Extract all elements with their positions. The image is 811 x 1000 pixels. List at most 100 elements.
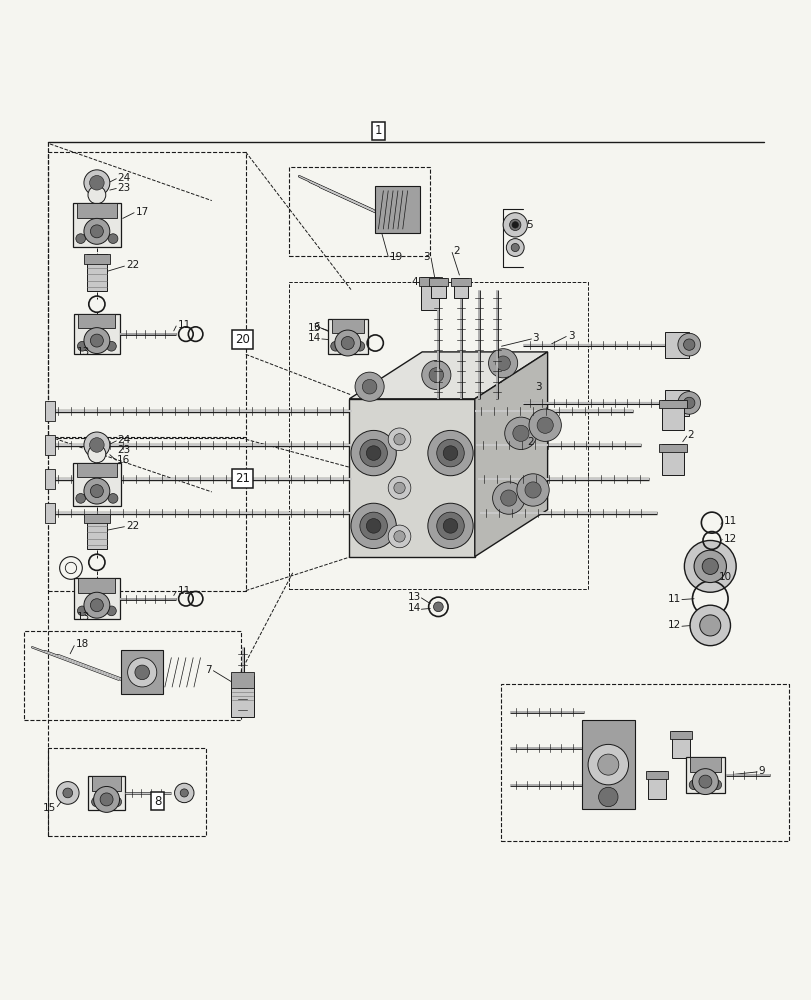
Circle shape <box>421 360 450 390</box>
Circle shape <box>528 409 560 441</box>
Text: 14: 14 <box>407 603 420 613</box>
Circle shape <box>427 430 473 476</box>
Bar <box>49 152 246 437</box>
Bar <box>689 757 720 772</box>
Bar <box>45 401 54 421</box>
Bar <box>428 278 448 286</box>
Circle shape <box>699 615 720 636</box>
Circle shape <box>108 234 118 243</box>
Bar <box>421 277 439 310</box>
Circle shape <box>359 439 387 467</box>
Circle shape <box>350 430 396 476</box>
Circle shape <box>77 341 87 351</box>
Circle shape <box>77 606 87 616</box>
Bar <box>49 438 246 591</box>
Circle shape <box>500 490 517 506</box>
Circle shape <box>689 605 730 646</box>
Text: 3: 3 <box>567 331 573 341</box>
Circle shape <box>92 797 101 807</box>
Circle shape <box>174 783 194 803</box>
Bar <box>288 167 430 256</box>
Circle shape <box>698 775 711 788</box>
Circle shape <box>388 525 410 548</box>
Circle shape <box>597 754 618 775</box>
Text: 16: 16 <box>117 455 131 465</box>
Text: 24: 24 <box>117 435 131 445</box>
Circle shape <box>443 446 457 460</box>
Bar <box>645 771 667 779</box>
Circle shape <box>536 417 552 433</box>
Text: 18: 18 <box>75 639 89 649</box>
Bar <box>672 731 689 758</box>
Bar <box>501 684 787 841</box>
Text: 24: 24 <box>117 173 131 183</box>
Text: 8: 8 <box>154 795 161 808</box>
Circle shape <box>677 392 700 414</box>
Circle shape <box>388 477 410 499</box>
Circle shape <box>84 592 109 618</box>
Text: 11: 11 <box>667 594 680 604</box>
Bar <box>451 278 470 286</box>
Bar <box>76 203 117 218</box>
Circle shape <box>683 339 694 350</box>
Text: 22: 22 <box>126 521 139 531</box>
Circle shape <box>496 356 510 371</box>
Circle shape <box>62 788 72 798</box>
Text: 9: 9 <box>758 766 765 776</box>
Bar <box>92 776 121 791</box>
Text: 15: 15 <box>43 803 56 813</box>
Circle shape <box>692 769 718 795</box>
Bar <box>74 314 119 354</box>
Circle shape <box>89 438 104 452</box>
Circle shape <box>436 439 464 467</box>
Bar <box>375 186 419 233</box>
Bar <box>664 390 689 416</box>
Bar <box>661 444 684 475</box>
Text: 23: 23 <box>117 445 131 455</box>
Bar <box>49 748 206 836</box>
Circle shape <box>488 349 517 378</box>
Bar <box>74 578 119 619</box>
Circle shape <box>362 379 376 394</box>
Bar <box>331 319 363 333</box>
Bar <box>659 444 686 452</box>
Circle shape <box>88 445 105 463</box>
Circle shape <box>393 531 405 542</box>
Text: 21: 21 <box>234 472 250 485</box>
Circle shape <box>112 797 122 807</box>
Bar <box>45 469 54 489</box>
Text: 7: 7 <box>205 665 212 675</box>
Circle shape <box>492 482 524 514</box>
Circle shape <box>90 599 103 612</box>
Text: 3: 3 <box>534 382 542 392</box>
Text: 3: 3 <box>531 333 539 343</box>
Circle shape <box>393 482 405 494</box>
Text: 13: 13 <box>77 347 90 357</box>
Circle shape <box>92 178 101 188</box>
Text: 13: 13 <box>77 612 90 622</box>
Text: 3: 3 <box>423 252 430 262</box>
Circle shape <box>90 225 103 238</box>
Circle shape <box>509 219 521 231</box>
Circle shape <box>354 372 384 401</box>
Circle shape <box>56 782 79 804</box>
Bar <box>231 676 254 717</box>
Bar <box>418 277 441 286</box>
Bar <box>231 672 254 688</box>
Circle shape <box>433 602 443 612</box>
Text: 22: 22 <box>126 260 139 270</box>
Circle shape <box>689 780 698 790</box>
Circle shape <box>88 186 105 204</box>
Circle shape <box>180 789 188 797</box>
Text: 10: 10 <box>718 572 731 582</box>
Circle shape <box>359 512 387 540</box>
Bar <box>72 463 121 506</box>
Circle shape <box>388 428 410 451</box>
Circle shape <box>341 337 354 349</box>
Circle shape <box>84 218 109 244</box>
Text: 13: 13 <box>307 323 320 333</box>
Bar <box>669 731 692 739</box>
Circle shape <box>84 432 109 458</box>
Text: 11: 11 <box>178 320 191 330</box>
Text: 2: 2 <box>453 246 459 256</box>
